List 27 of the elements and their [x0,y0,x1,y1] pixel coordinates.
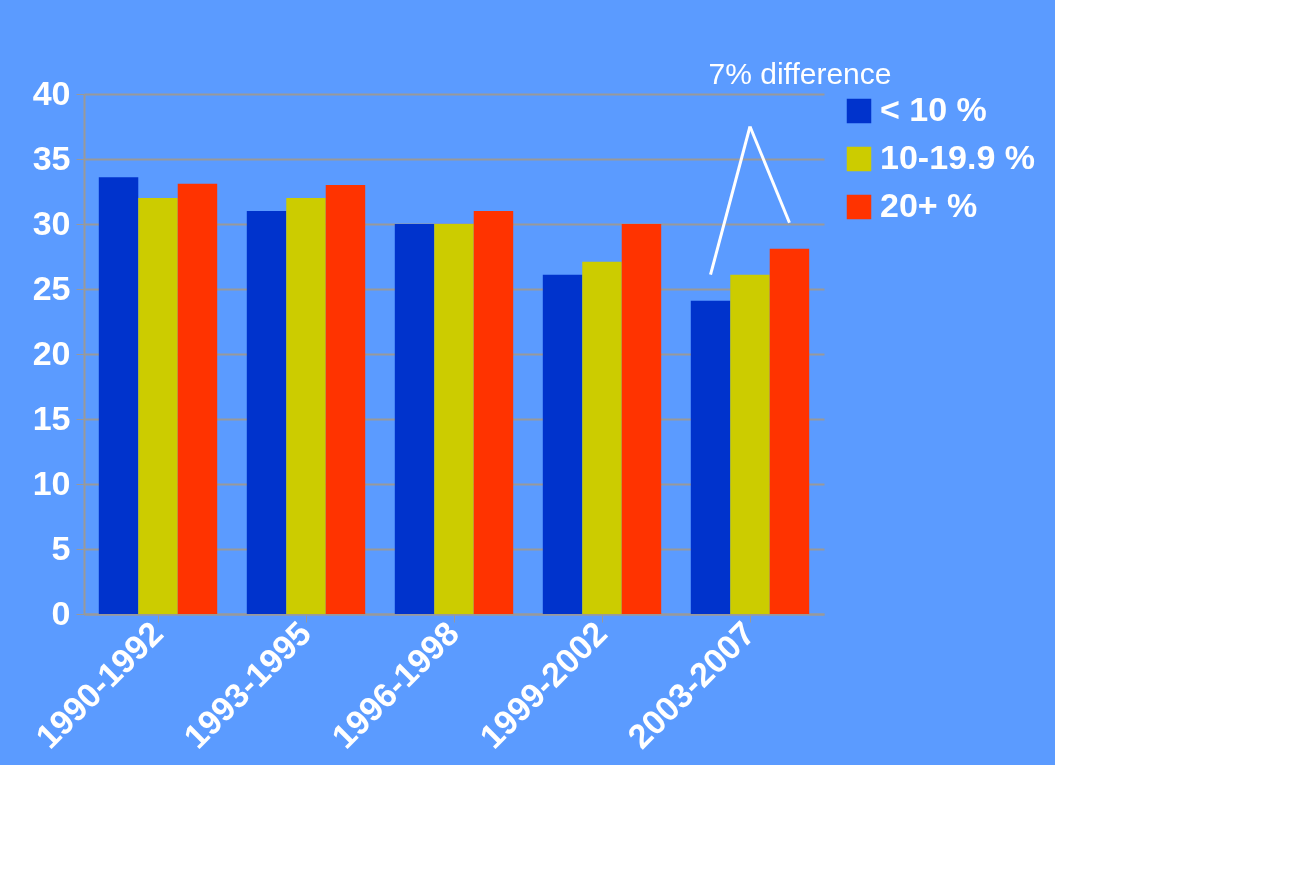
y-tick-label: 10 [32,463,71,502]
bar [769,248,810,614]
legend-label: 20+ % [880,186,978,224]
bar [246,211,287,614]
bar [394,224,435,614]
bar [690,300,731,614]
legend-label: < 10 % [880,90,987,128]
bar [621,224,662,614]
bar [542,274,583,614]
bar [473,211,514,614]
y-tick-label: 5 [51,528,71,567]
y-tick-label: 25 [32,268,71,307]
bar [730,274,770,614]
y-tick-label: 30 [32,203,71,242]
text: 7% difference [708,57,892,90]
bar [98,177,139,614]
y-tick-label: 20 [32,333,71,372]
legend-label: 10-19.9 % [880,138,1035,176]
bar [582,261,622,614]
bar [434,224,474,614]
y-tick-label: 40 [32,73,71,112]
bar [325,185,366,614]
bar [138,198,178,614]
bar [286,198,326,614]
bar [177,183,218,614]
y-tick-label: 35 [32,138,71,177]
y-tick-label: 15 [32,398,71,437]
